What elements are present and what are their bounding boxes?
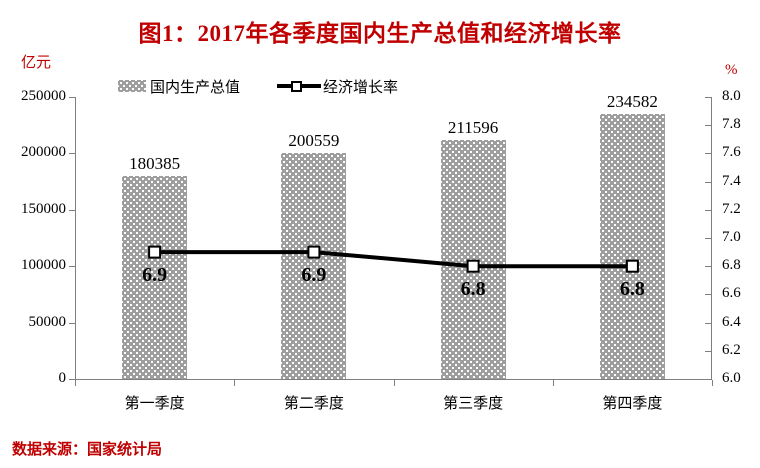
y-tick-label-right: 7.0 (722, 229, 741, 245)
y-tick-label-right: 7.8 (722, 116, 741, 133)
y-tick-label-right: 7.2 (722, 200, 741, 217)
x-axis-tick (712, 380, 713, 386)
growth-value-label: 6.8 (460, 278, 486, 301)
growth-value-label: 6.9 (142, 264, 168, 287)
x-tick-label: 第四季度 (602, 396, 663, 412)
y-tick-label-right: 6.4 (722, 313, 741, 330)
right-axis-tick (705, 322, 712, 324)
bar-value-label: 234582 (606, 92, 658, 112)
y-tick-label-right: 6.2 (722, 341, 741, 358)
left-axis-tick (69, 209, 75, 211)
x-tick-label: 第三季度 (443, 396, 504, 412)
legend-gdp-label: 国内生产总值 (150, 80, 241, 96)
right-axis-tick (705, 209, 712, 211)
line-marker (307, 245, 321, 259)
bar-value-label: 180385 (129, 153, 181, 173)
growth-value-label: 6.8 (619, 278, 645, 301)
y-tick-label-left: 250000 (21, 88, 66, 104)
growth-line (154, 250, 633, 269)
y-tick-label-left: 0 (58, 370, 67, 386)
right-axis-tick (705, 266, 712, 268)
x-axis-tick (75, 380, 76, 386)
plot-area: 180385 6.9 200559 6.9 211596 6.8 234582 6.8 (69, 92, 713, 386)
bar-1 (122, 175, 188, 379)
y-tick-label-right: 6.6 (722, 285, 741, 302)
right-axis-tick (705, 238, 712, 239)
left-axis-unit-label: 亿元 (21, 55, 52, 71)
bar-value-label: 200559 (288, 130, 340, 150)
right-axis-tick (705, 153, 712, 155)
left-axis-tick (69, 266, 75, 268)
bar-value-label: 211596 (447, 118, 499, 138)
x-axis-tick (234, 380, 236, 386)
bar-3 (440, 140, 506, 379)
legend-growth-marker-icon (291, 81, 302, 92)
growth-line-layer (148, 245, 639, 273)
line-marker (466, 259, 480, 273)
bar-4 (599, 114, 665, 379)
right-axis-tick (705, 379, 712, 380)
y-tick-label-right: 6.0 (722, 370, 741, 386)
x-axis-tick (552, 380, 554, 386)
x-tick-label: 第二季度 (283, 396, 344, 412)
growth-value-label: 6.9 (301, 264, 327, 287)
line-marker (625, 259, 639, 273)
legend-gdp-swatch (118, 80, 146, 92)
x-axis-line (75, 379, 712, 380)
y-tick-label-left: 150000 (21, 200, 66, 217)
y-tick-label-right: 8.0 (722, 88, 741, 104)
y-tick-label-right: 7.4 (722, 172, 741, 189)
left-axis-line (75, 97, 76, 380)
right-axis-tick (705, 350, 712, 352)
data-source-note: 数据来源：国家统计局 (12, 441, 163, 458)
x-tick-label: 第一季度 (124, 396, 185, 412)
left-axis-tick (69, 379, 75, 380)
left-axis-tick (69, 322, 75, 324)
right-axis-tick (705, 294, 712, 296)
right-axis-tick (705, 181, 712, 183)
y-tick-label-right: 6.8 (722, 257, 741, 274)
y-tick-label-left: 100000 (21, 257, 66, 274)
right-axis-unit-label: % (725, 62, 738, 78)
y-tick-label-left: 50000 (28, 313, 67, 330)
right-axis-tick (705, 125, 712, 127)
x-axis-tick (393, 380, 395, 386)
line-marker (148, 245, 162, 259)
chart-title: 图1：2017年各季度国内生产总值和经济增长率 (138, 21, 622, 46)
y-tick-label-left: 200000 (21, 144, 66, 161)
y-tick-label-right: 7.6 (722, 144, 741, 161)
left-axis-tick (69, 153, 75, 155)
legend-growth-label: 经济增长率 (323, 80, 399, 96)
bar-2 (281, 152, 347, 379)
right-axis-tick (705, 97, 712, 98)
left-axis-tick (69, 97, 75, 98)
